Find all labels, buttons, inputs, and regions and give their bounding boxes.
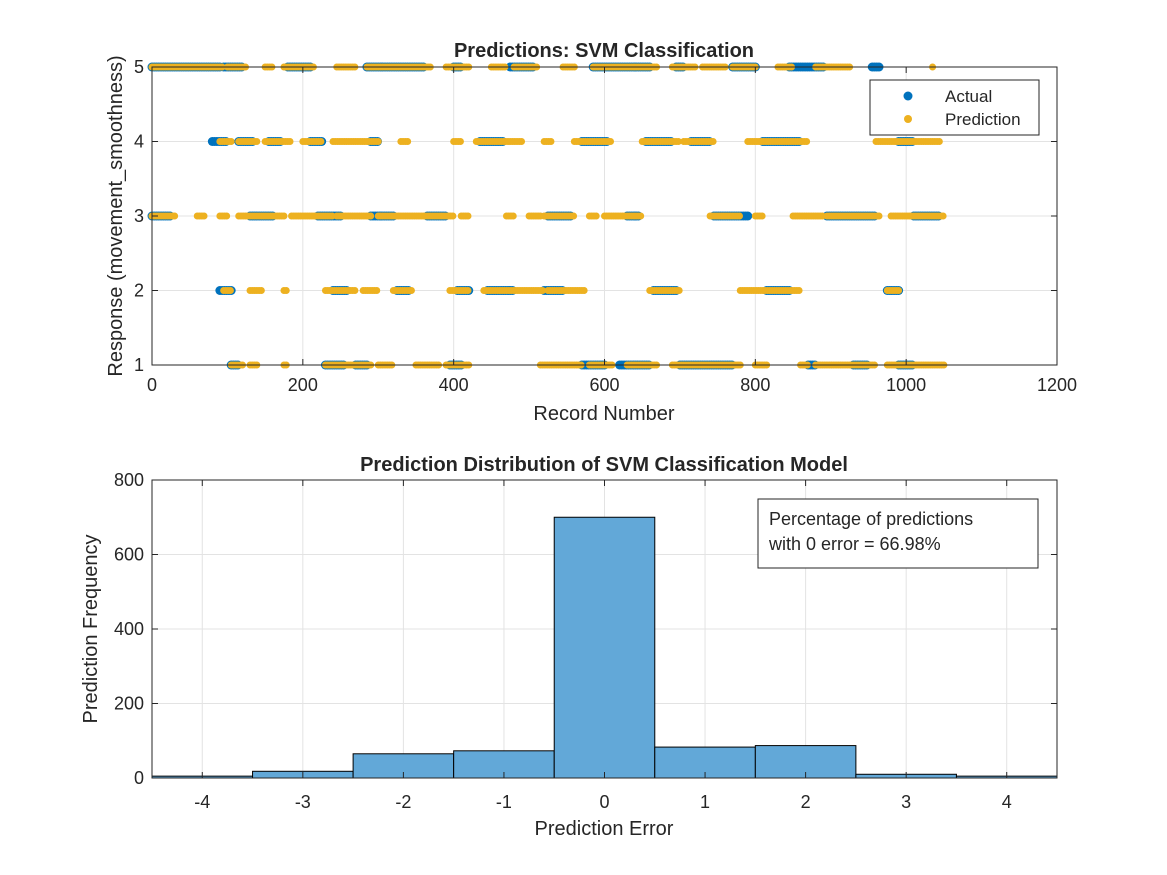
data-point — [464, 212, 472, 220]
x-tick-label: -2 — [395, 792, 411, 812]
y-tick-label: 1 — [134, 355, 144, 375]
data-point — [200, 212, 208, 220]
x-tick-label: 600 — [589, 375, 619, 395]
legend-label-prediction: Prediction — [945, 110, 1021, 129]
data-point — [675, 287, 683, 294]
x-tick-label: 200 — [288, 375, 318, 395]
data-point — [373, 287, 381, 294]
x-tick-label: -4 — [194, 792, 210, 812]
y-tick-label: 600 — [114, 545, 144, 565]
data-point — [518, 138, 526, 145]
y-tick-label: 800 — [114, 470, 144, 490]
data-point — [449, 212, 457, 220]
histogram-y-axis-label: Prediction Frequency — [80, 535, 102, 724]
data-point — [674, 138, 682, 145]
data-point — [227, 138, 235, 145]
data-point — [282, 287, 290, 294]
data-point — [171, 212, 179, 220]
y-tick-label: 2 — [134, 281, 144, 301]
data-point — [226, 287, 234, 294]
scatter-chart: 0 200 400 600 800 1000 1200 1 2 3 4 5 Predictions: … — [105, 40, 1077, 425]
data-point — [939, 212, 947, 220]
data-point — [580, 287, 588, 294]
data-point — [570, 212, 578, 220]
series-prediction — [148, 63, 948, 369]
histogram-x-axis-label: Prediction Error — [535, 818, 674, 840]
data-point — [637, 212, 645, 220]
x-tick-label: -3 — [295, 792, 311, 812]
legend-box — [869, 79, 1040, 136]
data-point — [592, 212, 600, 220]
annotation-box: Percentage of predictions with 0 error =… — [757, 498, 1039, 569]
data-point — [456, 138, 464, 145]
annotation-frame — [757, 498, 1039, 569]
x-tick-label: 1000 — [886, 375, 926, 395]
x-tick-label: 2 — [801, 792, 811, 812]
data-point — [735, 212, 743, 220]
y-tick-label: 3 — [134, 206, 144, 226]
y-tick-label: 200 — [114, 694, 144, 714]
data-point — [547, 138, 555, 145]
data-point — [539, 287, 547, 294]
data-point — [407, 287, 415, 294]
y-tick-label: 400 — [114, 619, 144, 639]
data-point — [257, 287, 265, 294]
x-tick-label: 800 — [740, 375, 770, 395]
data-point — [464, 287, 472, 294]
scatter-legend: Actual Prediction — [869, 79, 1040, 136]
annotation-line-2: with 0 error = 66.98% — [768, 534, 941, 554]
data-point — [404, 138, 412, 145]
histogram-chart: -4 -3 -2 -1 0 1 2 3 4 0 200 400 600 800 Prediction Di… — [80, 454, 1058, 840]
data-point — [795, 287, 803, 294]
histogram-title: Prediction Distribution of SVM Classific… — [360, 454, 848, 476]
legend-marker-prediction — [904, 115, 912, 123]
data-point — [286, 138, 294, 145]
data-point — [758, 212, 766, 220]
legend-marker-actual — [903, 91, 913, 101]
data-point — [367, 212, 375, 220]
x-tick-label: 1200 — [1037, 375, 1077, 395]
data-point — [351, 287, 359, 294]
x-tick-label: 400 — [439, 375, 469, 395]
y-tick-label: 0 — [134, 768, 144, 788]
x-tick-label: 0 — [147, 375, 157, 395]
data-point — [317, 138, 325, 145]
data-point — [253, 138, 261, 145]
data-point — [875, 212, 883, 220]
data-point — [280, 212, 288, 220]
x-tick-label: -1 — [496, 792, 512, 812]
x-tick-label: 4 — [1002, 792, 1012, 812]
data-point — [803, 138, 811, 145]
y-tick-label: 5 — [134, 57, 144, 77]
data-point — [223, 212, 231, 220]
annotation-line-1: Percentage of predictions — [769, 509, 973, 529]
histogram-ticks: -4 -3 -2 -1 0 1 2 3 4 0 200 400 600 800 — [114, 470, 1057, 812]
histogram-bar — [553, 516, 656, 779]
data-point — [607, 138, 615, 145]
scatter-ticks: 0 200 400 600 800 1000 1200 1 2 3 4 5 — [134, 57, 1077, 395]
y-tick-label: 4 — [134, 132, 144, 152]
legend-label-actual: Actual — [945, 87, 992, 106]
scatter-title: Predictions: SVM Classification — [454, 40, 754, 62]
scatter-x-axis-label: Record Number — [533, 403, 675, 425]
scatter-y-axis-label: Response (movement_smoothness) — [105, 55, 127, 376]
x-tick-label: 0 — [599, 792, 609, 812]
x-tick-label: 1 — [700, 792, 710, 812]
x-tick-label: 3 — [901, 792, 911, 812]
data-point — [743, 211, 753, 221]
data-point — [895, 287, 903, 294]
data-point — [935, 138, 943, 145]
data-point — [709, 138, 717, 145]
data-point — [374, 138, 382, 145]
data-point — [509, 212, 517, 220]
